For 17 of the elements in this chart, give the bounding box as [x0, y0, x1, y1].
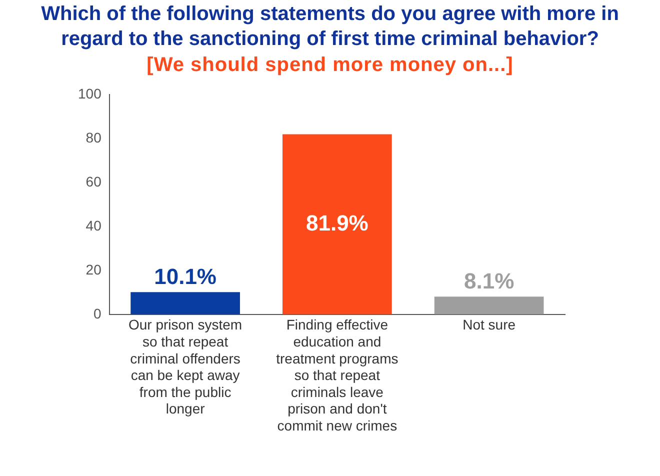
x-tick-label: Finding effective education and treatment programs so that repeat criminals leave prison and don't commit new crimes — [276, 316, 398, 434]
x-tick-label: Our prison system so that repeat criminal offenders can be kept away from the public longer — [128, 316, 242, 417]
y-tick-label: 80 — [86, 129, 102, 146]
data-label: 81.9% — [306, 210, 368, 236]
y-tick-label: 20 — [86, 261, 102, 278]
bar — [130, 292, 240, 314]
y-tick-label: 0 — [94, 305, 102, 322]
bar — [282, 134, 392, 314]
y-tick-label: 40 — [86, 217, 102, 234]
y-tick-label: 60 — [86, 173, 102, 190]
data-label: 8.1% — [464, 268, 514, 294]
y-tick-label: 100 — [78, 85, 102, 102]
data-label: 10.1% — [154, 264, 216, 290]
chart-title: Which of the following statements do you agree with more in regard to the sanctioning of first time criminal behavior? — [40, 2, 620, 52]
bar — [434, 296, 544, 314]
x-tick-label: Not sure — [462, 316, 516, 333]
chart-subtitle: [We should spend more money on...] — [146, 53, 514, 78]
